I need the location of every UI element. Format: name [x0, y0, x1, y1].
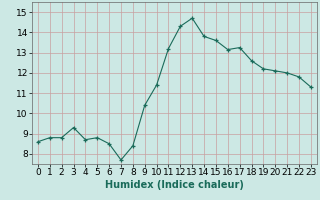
X-axis label: Humidex (Indice chaleur): Humidex (Indice chaleur) [105, 180, 244, 190]
